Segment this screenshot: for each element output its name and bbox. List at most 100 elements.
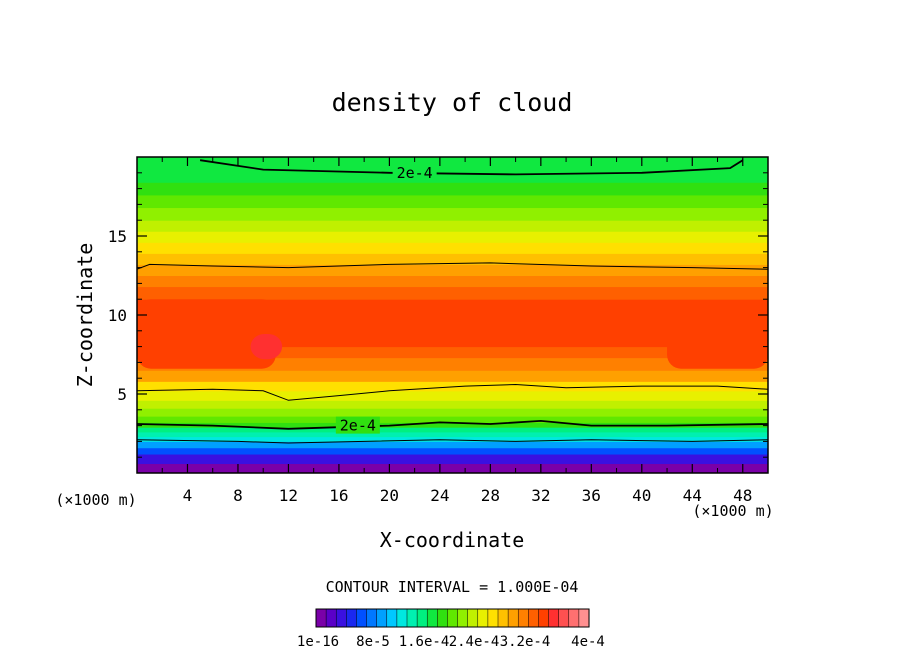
density-band: [137, 370, 768, 382]
x-tick-label: 44: [683, 486, 702, 505]
density-band: [137, 157, 768, 171]
colorbar: [315, 608, 590, 628]
density-band: [137, 436, 768, 442]
density-band: [137, 427, 768, 433]
density-band: [137, 431, 768, 438]
density-band: [137, 400, 768, 409]
colorbar-labels: 1e-16 8e-5 1.6e-4 2.4e-4 3.2e-4 4e-4: [297, 634, 605, 650]
density-band: [137, 182, 768, 196]
colorbar-swatch: [467, 608, 479, 628]
colorbar-swatch: [426, 608, 438, 628]
colorbar-swatch: [366, 608, 378, 628]
density-band: [137, 299, 768, 316]
density-band: [137, 264, 768, 276]
contour-line: [137, 383, 768, 401]
contour-line: [137, 439, 768, 444]
x-tick-label: 4: [183, 486, 193, 505]
y-axis-ticks: 5 10 15: [108, 172, 768, 458]
density-band: [137, 381, 768, 392]
density-band: [137, 207, 768, 221]
colorbar-swatch: [528, 608, 539, 628]
colorbar-swatch: [437, 608, 448, 628]
density-band: [137, 390, 768, 401]
colorbar-swatch: [325, 608, 337, 628]
y-tick-label: 5: [117, 385, 127, 404]
density-band: [137, 447, 768, 455]
density-bands: [137, 157, 768, 473]
density-band: [137, 231, 768, 243]
x-tick-label: 24: [430, 486, 449, 505]
density-band: [137, 408, 768, 417]
contour-lines: [137, 159, 768, 444]
colorbar-label: 4e-4: [571, 634, 605, 650]
colorbar-swatch: [315, 608, 327, 628]
density-band: [137, 275, 768, 288]
colorbar-swatch: [517, 608, 529, 628]
x-tick-label: 12: [279, 486, 298, 505]
contour-line: [199, 159, 744, 176]
colorbar-label: 8e-5: [356, 634, 390, 650]
colorbar-swatch: [406, 608, 418, 628]
contour-label-bg: [392, 163, 437, 181]
density-core: [137, 299, 276, 369]
contour-interval-text: CONTOUR INTERVAL = 1.000E-04: [326, 578, 579, 596]
colorbar-swatch: [396, 608, 408, 628]
y-tick-label: 10: [108, 306, 127, 325]
colorbar-swatch: [335, 608, 347, 628]
density-band: [137, 346, 768, 359]
x-axis-label: X-coordinate: [380, 528, 525, 552]
colorbar-swatch: [568, 608, 580, 628]
contour-line: [137, 419, 768, 430]
density-band: [137, 220, 768, 232]
colorbar-swatch: [558, 608, 570, 628]
density-band: [137, 416, 768, 423]
y-unit-label: (×1000 m): [55, 491, 136, 509]
colorbar-swatch: [548, 608, 560, 628]
density-band: [137, 422, 768, 428]
colorbar-swatch: [507, 608, 519, 628]
y-tick-label: 15: [108, 227, 127, 246]
density-cores: [137, 299, 768, 369]
x-unit-label: (×1000 m): [692, 502, 773, 520]
colorbar-frame: [315, 608, 590, 628]
colorbar-swatch: [416, 608, 428, 628]
colorbar-swatch: [386, 608, 398, 628]
colorbar-swatch: [477, 608, 489, 628]
density-band: [137, 242, 768, 254]
colorbar-swatch: [578, 608, 590, 628]
density-band: [137, 357, 768, 371]
contour-labels: 2e-4 2e-4: [335, 163, 437, 435]
x-tick-label: 48: [733, 486, 752, 505]
density-band: [137, 253, 768, 265]
density-band: [137, 194, 768, 209]
contour-label: 2e-4: [397, 164, 433, 182]
x-tick-label: 36: [582, 486, 601, 505]
x-tick-label: 40: [632, 486, 651, 505]
chart-title: density of cloud: [332, 88, 573, 117]
colorbar-swatch: [376, 608, 388, 628]
x-tick-label: 20: [380, 486, 399, 505]
colorbar-swatch: [538, 608, 550, 628]
plot-area: [137, 157, 768, 473]
density-core: [667, 305, 768, 369]
density-band: [137, 454, 768, 465]
density-core: [250, 333, 283, 360]
colorbar-label: 3.2e-4: [500, 634, 551, 650]
contour-label-bg: [335, 416, 380, 434]
colorbar-label: 1.6e-4: [399, 634, 450, 650]
x-tick-label: 32: [531, 486, 550, 505]
contour-line: [137, 262, 768, 270]
x-tick-label: 8: [233, 486, 243, 505]
colorbar-swatch: [447, 608, 459, 628]
y-axis-label: Z-coordinate: [73, 243, 97, 388]
contour-label: 2e-4: [340, 417, 376, 435]
x-tick-label: 16: [329, 486, 348, 505]
x-axis-ticks: 4 8 12 16 20 24 28 32 36 40 44 48: [161, 157, 752, 505]
colorbar-swatch: [346, 608, 357, 628]
colorbar-label: 2.4e-4: [449, 634, 500, 650]
colorbar-swatch: [487, 608, 499, 628]
colorbar-swatch: [356, 608, 368, 628]
density-band: [137, 463, 768, 473]
density-band: [137, 286, 768, 300]
